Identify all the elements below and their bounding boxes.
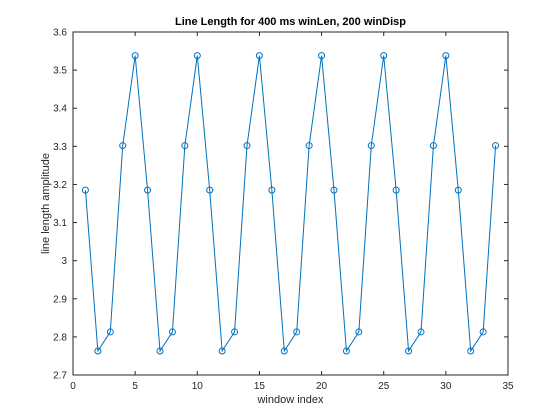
data-point — [305, 142, 313, 150]
data-point — [330, 186, 338, 194]
chart-title: Line Length for 400 ms winLen, 200 winDi… — [175, 16, 406, 28]
data-point — [206, 186, 214, 194]
y-tick-label: 3.1 — [53, 218, 67, 229]
data-point — [231, 328, 239, 336]
data-point — [218, 347, 226, 355]
data-point — [429, 142, 437, 150]
x-axis-label: window index — [256, 394, 324, 406]
y-tick-label: 3.4 — [53, 104, 67, 115]
data-point — [156, 347, 164, 355]
data-point — [106, 328, 114, 336]
data-point — [405, 347, 413, 355]
data-point — [355, 328, 363, 336]
data-point — [392, 186, 400, 194]
y-tick-label: 2.8 — [53, 332, 67, 343]
x-tick-label: 0 — [70, 381, 76, 392]
data-point — [442, 52, 450, 60]
x-tick-label: 25 — [378, 381, 390, 392]
x-tick-label: 35 — [502, 381, 514, 392]
x-tick-label: 20 — [316, 381, 328, 392]
series-line — [84, 55, 497, 353]
data-point — [454, 186, 462, 194]
y-tick-label: 2.9 — [53, 294, 67, 305]
data-point — [380, 52, 388, 60]
data-point — [479, 328, 487, 336]
data-point — [367, 142, 375, 150]
data-point — [243, 142, 251, 150]
data-point — [318, 52, 326, 60]
data-point — [492, 142, 500, 150]
y-tick-label: 3.2 — [53, 180, 67, 191]
plot-area — [73, 32, 508, 375]
data-point — [181, 142, 189, 150]
data-point — [417, 328, 425, 336]
plot-frame — [72, 31, 509, 376]
x-tick-label: 15 — [254, 381, 266, 392]
data-point — [342, 347, 350, 355]
x-tick-label: 30 — [440, 381, 452, 392]
data-point — [131, 52, 139, 60]
data-point — [467, 347, 475, 355]
y-tick-label: 3.5 — [53, 66, 67, 77]
y-tick-label: 3.6 — [53, 28, 67, 39]
data-point — [268, 186, 276, 194]
data-point — [168, 328, 176, 336]
data-point — [94, 347, 102, 355]
data-point — [81, 186, 89, 194]
y-axis-label: line length amplitude — [40, 153, 52, 254]
x-tick-label: 5 — [132, 381, 138, 392]
data-point — [280, 347, 288, 355]
data-point — [255, 52, 263, 60]
data-point — [193, 52, 201, 60]
x-tick-label: 10 — [192, 381, 204, 392]
tick-labels: 0 5 10 15 20 25 30 35 2.7 2.8 2.9 3 3.1 3.2 3.3 3.4 3.5 3… — [53, 28, 514, 393]
data-markers — [81, 52, 500, 355]
data-point — [144, 186, 152, 194]
data-point — [293, 328, 301, 336]
y-tick-label: 2.7 — [53, 371, 67, 382]
data-point — [119, 142, 127, 150]
y-tick-label: 3.3 — [53, 142, 67, 153]
y-tick-label: 3 — [61, 256, 67, 267]
